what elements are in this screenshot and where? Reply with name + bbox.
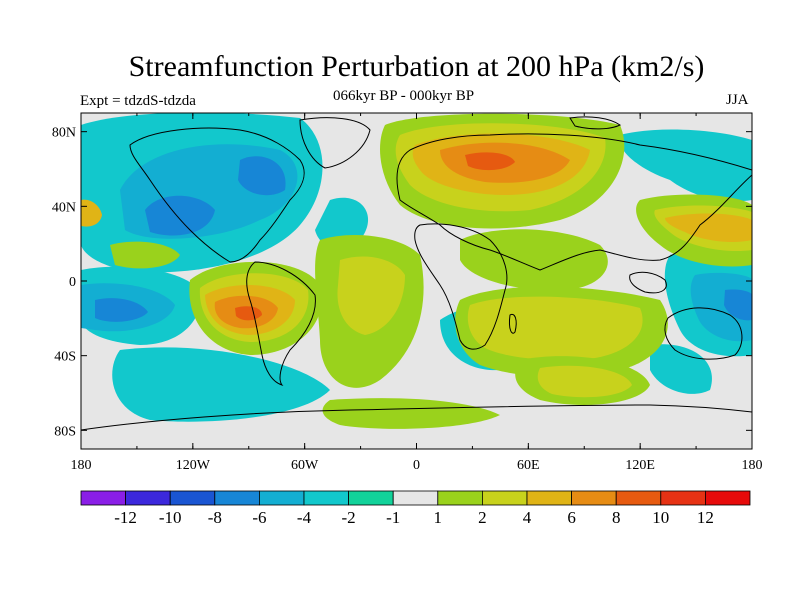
west-coast-positive xyxy=(110,241,180,269)
eurasia-red-core xyxy=(465,152,515,171)
colorbar-label: -4 xyxy=(297,508,312,527)
y-tick-label: 0 xyxy=(69,275,76,290)
season-label: JJA xyxy=(726,92,749,108)
coastlines xyxy=(81,116,752,431)
colorbar-swatch xyxy=(705,490,751,506)
x-tick-label: 0 xyxy=(413,458,420,473)
north-america-coast xyxy=(129,127,305,263)
colorbar-swatch xyxy=(80,490,126,506)
colorbar-label: 8 xyxy=(612,508,621,527)
colorbar-label: 4 xyxy=(523,508,532,527)
colorbar-label: 6 xyxy=(567,508,576,527)
colorbar-swatch xyxy=(214,490,260,506)
south-pacific-positive xyxy=(322,398,500,429)
colorbar-label: 10 xyxy=(652,508,669,527)
y-tick-label: 80N xyxy=(52,126,76,141)
north-america-core xyxy=(145,195,215,236)
indian-yellow xyxy=(467,296,643,360)
x-tick-label: 60E xyxy=(517,458,540,473)
southern-ocean-negative xyxy=(112,347,330,422)
x-tick-label: 120E xyxy=(625,458,655,473)
colorbar-swatch xyxy=(169,490,216,506)
greenland-coast xyxy=(299,117,371,169)
plot-title: Streamfunction Perturbation at 200 hPa (… xyxy=(128,50,705,83)
south-america-red-core xyxy=(235,306,262,321)
africa-positive xyxy=(460,229,608,291)
colorbar: -12 -10 -8 -6 -4 -2 -1 1 2 4 6 8 10 12 xyxy=(80,490,751,527)
colorbar-swatch xyxy=(303,490,349,506)
colorbar-swatch xyxy=(615,490,662,506)
colorbar-swatch xyxy=(125,490,171,506)
australia-coast xyxy=(664,307,743,360)
x-tick-label: 120W xyxy=(176,458,211,473)
x-tick-label: 180 xyxy=(742,458,763,473)
x-tick-label: 180 xyxy=(71,458,92,473)
colorbar-label: -1 xyxy=(386,508,400,527)
eurasia-coast xyxy=(396,133,752,271)
colorbar-label: 1 xyxy=(434,508,443,527)
east-asia-orange xyxy=(665,213,752,243)
colorbar-label: -8 xyxy=(208,508,222,527)
maritime-continent-coast xyxy=(629,271,667,294)
antarctica-coast xyxy=(81,404,752,431)
canada-core xyxy=(238,156,286,196)
madagascar-coast xyxy=(509,313,517,334)
negative-anomaly-regions xyxy=(81,113,752,422)
arctic-islands-coast xyxy=(569,116,621,130)
colorbar-label: -6 xyxy=(252,508,266,527)
x-axis: 180 120W 60W 0 60E 120E 180 xyxy=(71,113,763,473)
colorbar-swatch xyxy=(526,490,572,506)
colorbar-label: 2 xyxy=(478,508,487,527)
atlantic-yellow xyxy=(337,256,405,335)
y-tick-label: 40N xyxy=(52,200,76,215)
colorbar-swatch xyxy=(571,490,617,506)
colorbar-swatch xyxy=(437,490,483,506)
colorbar-label: -12 xyxy=(114,508,137,527)
colorbar-label: -10 xyxy=(159,508,182,527)
south-america-coast xyxy=(246,261,316,386)
colorbar-swatch xyxy=(348,490,394,506)
south-pacific-deep xyxy=(95,298,148,322)
y-tick-label: 80S xyxy=(54,424,76,439)
positive-anomaly-regions xyxy=(81,113,752,429)
period-label: 066kyr BP - 000kyr BP xyxy=(333,88,475,104)
y-tick-label: 40S xyxy=(54,350,76,365)
colorbar-swatch xyxy=(258,490,305,506)
southern-ocean-yellow xyxy=(537,365,632,398)
africa-coast xyxy=(414,223,508,350)
streamfunction-field xyxy=(81,113,752,429)
colorbar-label: 12 xyxy=(697,508,714,527)
colorbar-swatch xyxy=(481,490,528,506)
x-tick-label: 60W xyxy=(291,458,319,473)
experiment-label: Expt = tdzdS-tdzda xyxy=(80,93,196,109)
australia-south-negative xyxy=(650,344,712,394)
y-axis: 80N 40N 0 40S 80S xyxy=(52,126,752,439)
colorbar-swatch xyxy=(660,490,706,506)
colorbar-swatch xyxy=(392,490,439,506)
east-asia-negative xyxy=(619,129,752,202)
colorbar-label: -2 xyxy=(342,508,356,527)
west-pacific-deep xyxy=(724,289,752,321)
